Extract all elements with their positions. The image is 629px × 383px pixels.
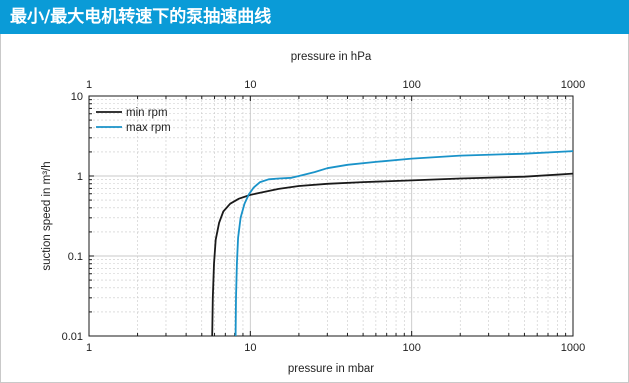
- grid: [89, 96, 573, 336]
- axis-ticks: [88, 95, 574, 337]
- x2-tick-label-10: 10: [244, 79, 256, 91]
- x-tick-label-1000: 1000: [561, 342, 585, 354]
- plot-area: [88, 95, 574, 337]
- y-tick-labels: 0.01 0.1 1 10: [62, 91, 83, 343]
- x2-tick-label-1: 1: [86, 79, 92, 91]
- panel-title: 最小/最大电机转速下的泵抽速曲线: [10, 7, 272, 27]
- x2-tick-labels: 1 10 100 1000: [86, 79, 585, 91]
- y-tick-label-0.01: 0.01: [62, 331, 83, 343]
- x-axis-label: pressure in mbar: [288, 363, 374, 375]
- legend-label-max-rpm: max rpm: [126, 122, 171, 134]
- series-line-max-rpm: [234, 150, 574, 337]
- series-line-min-rpm: [211, 172, 574, 337]
- y-axis-label: suction speed in m³/h: [41, 161, 53, 270]
- x-tick-label-1: 1: [86, 342, 92, 354]
- x2-axis-label: pressure in hPa: [291, 51, 372, 63]
- x-tick-labels: 1 10 100 1000: [86, 342, 585, 354]
- legend: min rpm max rpm: [96, 107, 171, 134]
- x-tick-label-100: 100: [402, 342, 420, 354]
- y-tick-label-10: 10: [71, 91, 83, 103]
- x2-tick-label-1000: 1000: [561, 79, 585, 91]
- x2-tick-label-100: 100: [402, 79, 420, 91]
- y-tick-label-1: 1: [77, 171, 83, 183]
- series-lines: [211, 150, 574, 337]
- y-tick-label-0.1: 0.1: [68, 251, 83, 263]
- panel-header: 最小/最大电机转速下的泵抽速曲线: [0, 0, 629, 34]
- x-tick-label-10: 10: [244, 342, 256, 354]
- legend-label-min-rpm: min rpm: [126, 107, 168, 119]
